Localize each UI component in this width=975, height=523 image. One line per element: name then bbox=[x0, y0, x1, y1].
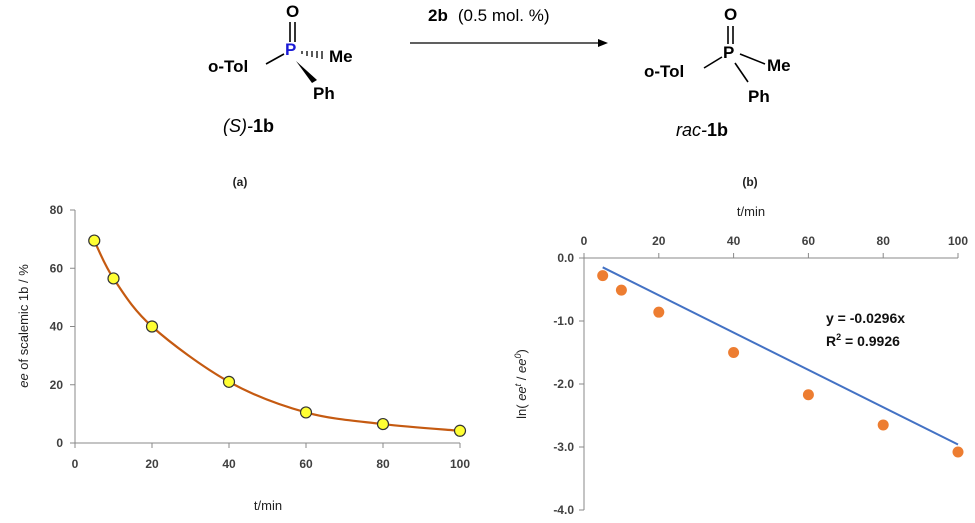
chart-b-y-tick-label: -1.0 bbox=[553, 314, 574, 328]
chart-b-equation: y = -0.0296x bbox=[826, 310, 905, 326]
right-oxygen: O bbox=[724, 5, 737, 24]
chart-a-x-tick-label: 80 bbox=[376, 457, 390, 471]
left-label: (S)-1b bbox=[223, 116, 274, 136]
chart-b-data-point bbox=[615, 284, 627, 296]
chart-a-x-tick-label: 0 bbox=[72, 457, 79, 471]
reagent-text: 2b (0.5 mol. %) bbox=[428, 6, 549, 25]
left-otol: o-Tol bbox=[208, 57, 248, 76]
right-phosphorus: P bbox=[723, 43, 734, 62]
right-ph-bond bbox=[734, 62, 749, 83]
right-me-bond bbox=[739, 53, 766, 65]
chart-b-x-tick-label: 100 bbox=[948, 234, 968, 248]
chart-b-x-label: t/min bbox=[737, 204, 765, 219]
chart-b-data-point bbox=[952, 446, 964, 458]
chart-b-x-tick-label: 40 bbox=[727, 234, 741, 248]
chart-b-panel-label: (b) bbox=[742, 175, 757, 189]
chart-b-trendline bbox=[602, 266, 959, 446]
chart-a-points bbox=[88, 234, 467, 437]
right-otol-bond bbox=[703, 56, 723, 69]
chart-a-data-point bbox=[222, 375, 236, 388]
chart-a-x-tick-label: 60 bbox=[299, 457, 313, 471]
chart-a: (a) 0 20 40 60 80 100 0 20 40 60 80 t/min ee of sc… bbox=[16, 175, 470, 513]
left-phosphorus: P bbox=[285, 40, 296, 59]
chart-a-ticks: 0 20 40 60 80 100 0 20 40 60 80 bbox=[50, 203, 471, 471]
chart-b: (b) t/min 0 20 40 60 80 100 0.0 -1.0 -2.0 -3.0 -4.… bbox=[513, 175, 968, 517]
chart-a-y-tick-label: 80 bbox=[50, 203, 64, 217]
chart-b-x-tick-label: 80 bbox=[877, 234, 891, 248]
chart-b-data-point bbox=[728, 347, 740, 358]
chart-a-x-tick-label: 100 bbox=[450, 457, 470, 471]
chart-a-data-point bbox=[299, 406, 313, 419]
reaction-scheme: O P o-Tol Me Ph (S)-1b 2b (0.5 mol. %) O … bbox=[208, 2, 791, 140]
chart-b-y-tick-label: -2.0 bbox=[553, 377, 574, 391]
right-methyl: Me bbox=[767, 56, 791, 75]
right-label: rac-1b bbox=[676, 120, 728, 140]
chart-a-y-tick-label: 60 bbox=[50, 261, 64, 275]
left-phenyl: Ph bbox=[313, 84, 335, 103]
reaction-arrow-head bbox=[598, 39, 608, 47]
chart-a-y-tick-label: 40 bbox=[50, 320, 64, 334]
chart-b-data-point bbox=[802, 389, 814, 401]
chart-b-data-point bbox=[597, 270, 609, 282]
chart-b-y-tick-label: 0.0 bbox=[557, 251, 574, 265]
chart-b-points bbox=[597, 270, 964, 458]
chart-b-data-point bbox=[877, 419, 889, 431]
chart-b-ticks: 0 20 40 60 80 100 0.0 -1.0 -2.0 -3.0 -4.0 bbox=[553, 234, 968, 517]
chart-a-data-point bbox=[107, 272, 120, 285]
left-hashed-bond bbox=[301, 51, 323, 59]
chart-b-r2: R2 = 0.9926 bbox=[826, 332, 900, 349]
chart-b-y-tick-label: -4.0 bbox=[553, 503, 574, 517]
chart-a-y-tick-label: 20 bbox=[50, 378, 64, 392]
left-oxygen: O bbox=[286, 2, 299, 21]
right-phenyl: Ph bbox=[748, 87, 770, 106]
chart-a-x-tick-label: 40 bbox=[222, 457, 236, 471]
right-otol: o-Tol bbox=[644, 62, 684, 81]
chart-a-data-point bbox=[145, 320, 159, 333]
chart-a-data-point bbox=[376, 417, 390, 431]
chart-a-panel-label: (a) bbox=[233, 175, 248, 189]
chart-b-y-tick-label: -3.0 bbox=[553, 440, 574, 454]
left-otol-bond bbox=[265, 53, 285, 65]
left-wedge-bond bbox=[296, 61, 317, 83]
chart-a-data-point bbox=[453, 424, 467, 437]
chart-b-x-tick-label: 20 bbox=[652, 234, 666, 248]
chart-a-series-line bbox=[93, 240, 461, 432]
chart-b-data-point bbox=[653, 306, 665, 318]
chart-a-data-point bbox=[88, 234, 101, 247]
left-methyl: Me bbox=[329, 47, 353, 66]
chart-b-x-tick-label: 60 bbox=[802, 234, 816, 248]
chart-b-y-label: ln( eet / ee0) bbox=[513, 349, 529, 419]
chart-a-y-tick-label: 0 bbox=[56, 436, 63, 450]
chart-a-x-label: t/min bbox=[254, 498, 282, 513]
chart-b-x-tick-label: 0 bbox=[581, 234, 588, 248]
chart-a-y-label: ee of scalemic 1b / % bbox=[16, 264, 31, 388]
chart-a-x-tick-label: 20 bbox=[145, 457, 159, 471]
